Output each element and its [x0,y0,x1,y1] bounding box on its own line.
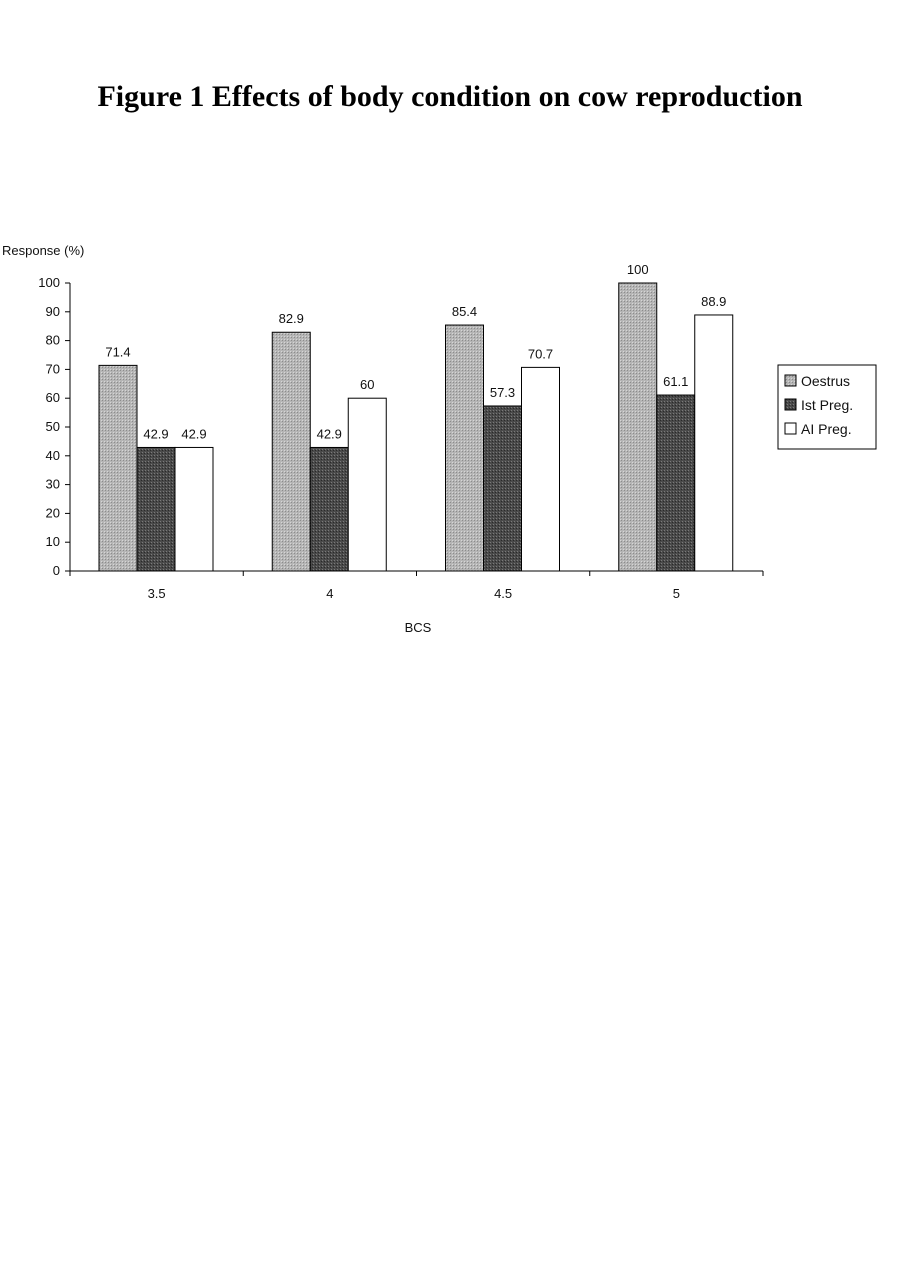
bar-ist-preg-5 [656,394,696,572]
data-label: 85.4 [452,304,477,319]
legend-swatch [784,398,797,411]
legend-swatch [784,422,797,435]
legend: Oestrus Ist Preg. AI Preg. [777,364,877,450]
y-tick-label: 60 [46,390,60,405]
bars [98,282,734,572]
y-axis-label: Response (%) [2,243,84,258]
y-tick-label: 10 [46,534,60,549]
data-label: 88.9 [701,294,726,309]
bar-ai-preg-5 [694,314,734,572]
y-tick-label: 100 [38,275,60,290]
y-tick-label: 90 [46,304,60,319]
y-tick-label: 50 [46,419,60,434]
bar-oestrus-4.5 [445,324,484,572]
y-tick-label: 40 [46,448,60,463]
y-tick-label: 70 [46,361,60,376]
bar-ai-preg-3.5 [174,446,214,572]
legend-label: AI Preg. [801,421,852,437]
bar-oestrus-5 [618,282,658,572]
data-label: 71.4 [105,344,130,359]
data-label: 60 [360,377,374,392]
data-labels: 71.4 82.9 85.4 100 42.9 42.9 57.3 61.1 42.9 60 70.… [105,262,726,441]
bar-chart: Response (%) 0 10 20 30 40 50 60 70 80 90 100 71.4… [2,243,877,635]
bar-ist-preg-4.5 [483,405,522,572]
bar-ist-preg-4 [309,446,349,572]
x-tick-label: 5 [673,586,680,601]
data-label: 42.9 [181,426,206,441]
bar-ai-preg-4.5 [521,366,560,572]
data-label: 57.3 [490,385,515,400]
x-axis-label: BCS [405,620,432,635]
x-tick-label: 4 [326,586,333,601]
bar-oestrus-3.5 [98,364,138,572]
x-tick-label: 4.5 [494,586,512,601]
y-tick-label: 20 [46,505,60,520]
y-tick-label: 80 [46,333,60,348]
data-label: 61.1 [663,374,688,389]
data-label: 82.9 [279,311,304,326]
bar-ist-preg-3.5 [136,446,176,572]
legend-swatch [784,374,797,387]
figure-title: Figure 1 Effects of body condition on co… [97,80,803,113]
y-tick-label: 0 [53,563,60,578]
bar-ai-preg-4 [347,397,387,572]
bar-oestrus-4 [271,331,311,572]
data-label: 42.9 [143,426,168,441]
y-tick-label: 30 [46,477,60,492]
legend-label: Ist Preg. [801,397,853,413]
y-axis: 0 10 20 30 40 50 60 70 80 90 100 [38,275,71,578]
x-tick-label: 3.5 [148,586,166,601]
data-label: 100 [627,262,649,277]
data-label: 42.9 [317,426,342,441]
x-axis: 3.5 4 4.5 5 [69,570,764,601]
legend-label: Oestrus [801,373,850,389]
data-label: 70.7 [528,346,553,361]
